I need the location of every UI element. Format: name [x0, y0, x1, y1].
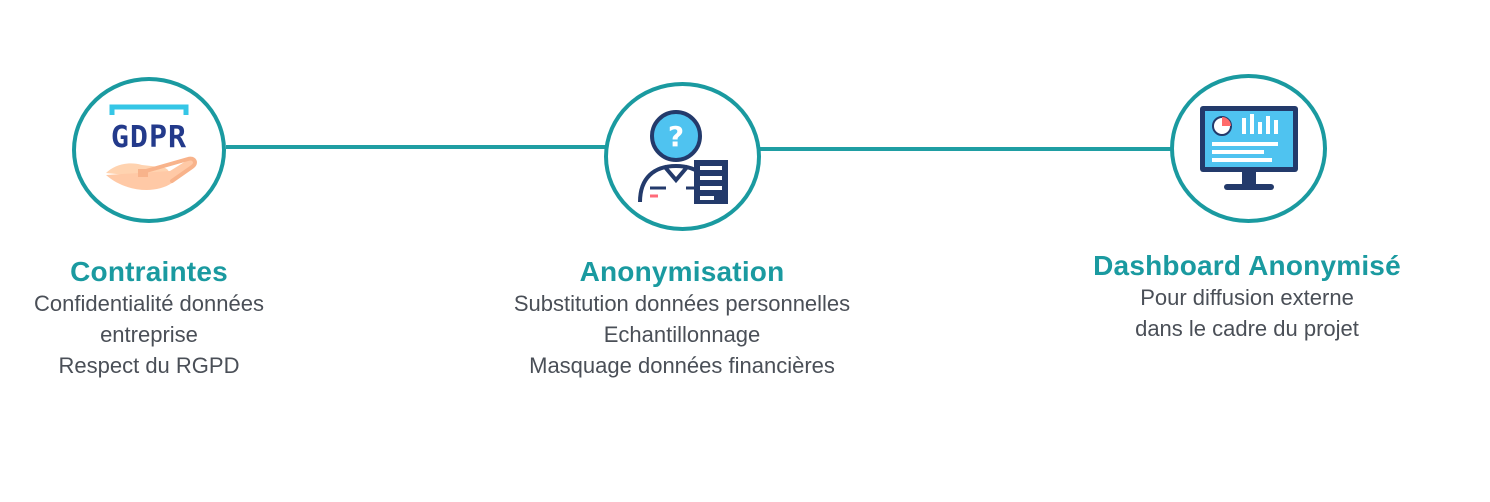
- step-dashboard: Dashboard Anonymisé Pour diffusion exter…: [1093, 250, 1401, 344]
- step-title: Contraintes: [70, 256, 228, 287]
- step-anonymisation: Anonymisation Substitution données perso…: [514, 256, 850, 381]
- step-description-line: dans le cadre du projet: [1135, 316, 1359, 341]
- step-description-line: Substitution données personnelles: [513, 291, 851, 316]
- step-1-icon-circle: GDPR: [72, 77, 226, 223]
- gdpr-icon-text: GDPR: [111, 120, 187, 155]
- step-3-icon-circle: [1170, 74, 1327, 223]
- step-description-line: entreprise: [100, 322, 198, 347]
- step-contraintes: Contraintes Confidentialité données entr…: [34, 256, 264, 381]
- dashboard-monitor-icon: [1199, 105, 1298, 190]
- step-description-line: Respect du RGPD: [58, 353, 240, 378]
- step-description-line: Masquage données financières: [529, 353, 835, 378]
- step-description-line: Echantillonnage: [603, 322, 761, 347]
- step-description-line: Confidentialité données: [34, 291, 264, 316]
- gdpr-hand-icon: GDPR: [106, 104, 197, 190]
- connector-line-2: [757, 147, 1174, 151]
- step-title: Anonymisation: [579, 256, 785, 287]
- step-description-line: Pour diffusion externe: [1140, 285, 1354, 310]
- step-title: Dashboard Anonymisé: [1093, 250, 1401, 281]
- anonymous-person-document-icon: ?: [637, 109, 728, 204]
- step-2-icon-circle: ?: [604, 82, 761, 231]
- connector-line-1: [226, 145, 608, 149]
- svg-text:?: ?: [667, 120, 683, 153]
